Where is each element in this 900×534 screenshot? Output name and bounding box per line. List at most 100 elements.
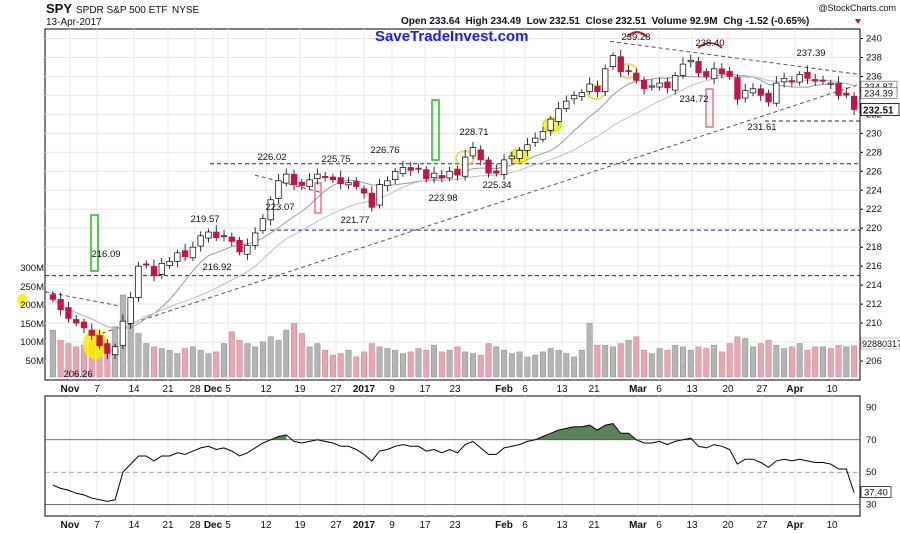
candle — [213, 225, 220, 242]
candle-body — [524, 144, 531, 151]
x-tick-label: 6 — [522, 520, 528, 531]
rsi-line — [52, 423, 855, 502]
candle — [570, 90, 578, 105]
x-tick-label: 28 — [189, 520, 201, 531]
candle-body — [454, 168, 461, 176]
candle-body — [493, 170, 500, 174]
volume-bar — [446, 349, 453, 378]
volume-bar — [267, 336, 274, 378]
volume-bar — [469, 353, 476, 378]
candle — [827, 79, 834, 90]
price-annotation: 219.57 — [190, 214, 219, 225]
x-tick-label: 10 — [826, 384, 838, 395]
x-tick-label: 20 — [722, 520, 734, 531]
candle — [329, 173, 337, 184]
volume-value-label: 92880317 — [862, 339, 900, 349]
price-tick-label: 236 — [866, 71, 882, 82]
candle-body — [773, 82, 780, 104]
trend-lines — [44, 40, 861, 336]
candle-body — [749, 88, 757, 94]
candle — [166, 256, 173, 269]
candle — [454, 165, 461, 181]
price-annotation: 238.40 — [695, 38, 724, 49]
price-annotation: 239.28 — [621, 32, 650, 43]
rsi-overbought-area — [535, 423, 637, 440]
candle-body — [345, 182, 352, 186]
volume-bar — [617, 343, 624, 378]
candle-body — [578, 92, 586, 97]
candle — [656, 77, 663, 91]
volume-bar — [516, 351, 523, 378]
volume-bar — [221, 343, 227, 378]
volume-bar — [851, 345, 858, 378]
candle — [345, 177, 352, 190]
candle — [314, 168, 321, 185]
candle-body — [236, 240, 243, 253]
rsi-panel — [44, 395, 861, 517]
volume-bar — [586, 323, 593, 378]
x-tick-label: 10 — [826, 520, 838, 531]
candle-body — [703, 71, 710, 77]
candle-body — [244, 244, 251, 255]
candle — [244, 238, 251, 260]
x-tick-label: Mar — [629, 384, 647, 395]
candle-body — [679, 63, 687, 76]
candle-body — [127, 297, 134, 324]
green-box-marker — [431, 99, 440, 161]
candle-body — [508, 155, 515, 160]
candle — [586, 77, 593, 95]
volume-tick-label: 100M — [20, 337, 44, 348]
x-tick-label: 9 — [389, 384, 395, 395]
candle — [640, 76, 648, 95]
x-tick-label: 13 — [556, 384, 568, 395]
volume-bar — [493, 346, 500, 378]
candle — [843, 87, 850, 99]
candle-body — [827, 82, 834, 85]
volume-bar — [158, 348, 165, 378]
candle — [135, 261, 142, 302]
candle-body — [228, 236, 235, 242]
x-tick-label: 19 — [294, 384, 306, 395]
candle-body — [617, 56, 624, 73]
chart-exchange: NYSE — [172, 5, 200, 16]
candle-body — [220, 235, 228, 237]
volume-bar — [718, 351, 725, 378]
candle — [524, 137, 531, 157]
candle-body — [757, 88, 764, 96]
volume-bar — [703, 348, 710, 378]
candle — [96, 329, 103, 350]
candle-body — [819, 79, 827, 82]
candle — [384, 176, 391, 192]
candle-body — [625, 70, 632, 73]
price-tick-label: 212 — [866, 299, 882, 310]
candle-body — [329, 176, 337, 181]
candle-body — [516, 150, 523, 159]
x-tick-label: 5 — [225, 384, 231, 395]
candle — [462, 150, 469, 181]
candle — [734, 74, 741, 105]
price-tick-label: 218 — [866, 242, 882, 253]
volume-tick-label: 150M — [20, 319, 44, 330]
candle — [376, 178, 383, 209]
volume-bar — [236, 339, 243, 378]
candle — [672, 72, 679, 95]
candle — [399, 160, 407, 177]
candle — [726, 66, 733, 80]
red-arc-marker — [697, 42, 723, 49]
candle — [602, 64, 609, 97]
volume-bar — [750, 346, 756, 378]
candle — [633, 68, 640, 84]
volume-bar — [812, 346, 819, 378]
candle — [174, 249, 181, 268]
volume-bar — [57, 339, 64, 378]
candle-body — [594, 85, 601, 92]
candle-body — [181, 250, 189, 258]
volume-bar — [664, 349, 671, 378]
x-tick-label: 23 — [449, 384, 461, 395]
volume-bar — [656, 348, 663, 378]
volume-bar — [563, 353, 570, 378]
candle-body — [796, 74, 803, 83]
candle-body — [298, 181, 305, 186]
candle — [415, 163, 422, 173]
x-tick-label: 21 — [162, 520, 174, 531]
